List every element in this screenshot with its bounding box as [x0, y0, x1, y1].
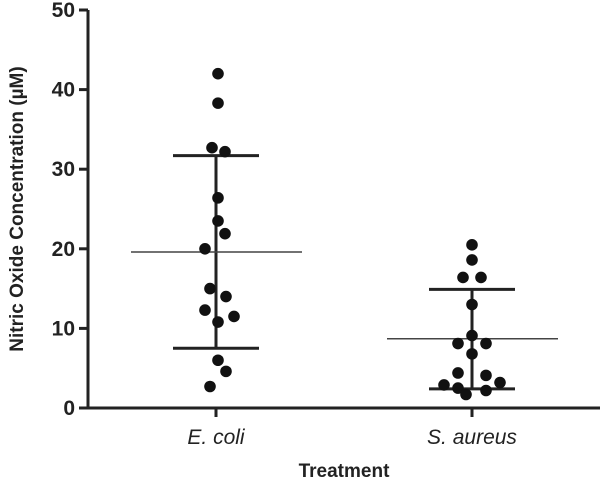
y-tick-label-10: 10 [52, 317, 75, 340]
data-point-s-aureus-15 [480, 384, 492, 397]
x-axis-title: Treatment [299, 461, 390, 482]
data-point-s-aureus-9 [466, 348, 478, 360]
data-point-s-aureus-16 [460, 388, 472, 401]
data-point-s-aureus-5 [466, 298, 478, 311]
y-tick-label-50: 50 [52, 0, 75, 22]
data-point-e-coli-1 [212, 67, 224, 80]
data-point-e-coli-11 [199, 304, 211, 316]
data-point-e-coli-5 [212, 192, 224, 204]
data-point-e-coli-3 [206, 141, 218, 154]
data-point-e-coli-6 [212, 215, 224, 227]
axes [86, 10, 600, 417]
data-point-e-coli-4 [219, 145, 231, 158]
y-axis-title: Nitric Oxide Concentration (µM) [7, 66, 28, 351]
data-point-e-coli-2 [212, 97, 224, 109]
data-point-e-coli-16 [204, 380, 216, 393]
data-point-e-coli-12 [228, 310, 240, 323]
data-point-s-aureus-6 [466, 329, 478, 342]
category-label-s-aureus: S. aureus [427, 426, 517, 449]
y-ticks: 0 10 20 30 40 50 [52, 0, 88, 420]
data-point-s-aureus-2 [466, 254, 478, 266]
data-point-e-coli-10 [220, 290, 232, 303]
data-point-s-aureus-14 [452, 382, 464, 394]
error-bars [131, 154, 558, 391]
data-point-s-aureus-4 [475, 271, 487, 284]
data-point-s-aureus-11 [480, 369, 492, 382]
y-tick-label-0: 0 [63, 397, 75, 420]
data-point-s-aureus-13 [438, 379, 450, 391]
data-point-e-coli-9 [204, 282, 216, 295]
data-point-s-aureus-3 [457, 271, 469, 284]
data-point-s-aureus-7 [452, 337, 464, 350]
data-point-s-aureus-12 [494, 376, 506, 389]
data-point-s-aureus-10 [452, 367, 464, 379]
y-tick-label-20: 20 [52, 238, 75, 261]
category-label-e-coli: E. coli [187, 426, 246, 449]
data-point-e-coli-15 [220, 365, 232, 378]
data-point-e-coli-14 [212, 354, 224, 367]
data-points [199, 67, 506, 401]
data-point-s-aureus-8 [480, 337, 492, 350]
data-point-s-aureus-1 [466, 239, 478, 251]
y-tick-label-30: 30 [52, 158, 75, 181]
data-point-e-coli-13 [212, 316, 224, 328]
data-point-e-coli-8 [199, 243, 211, 255]
y-tick-label-40: 40 [52, 79, 75, 102]
data-point-e-coli-7 [219, 227, 231, 240]
